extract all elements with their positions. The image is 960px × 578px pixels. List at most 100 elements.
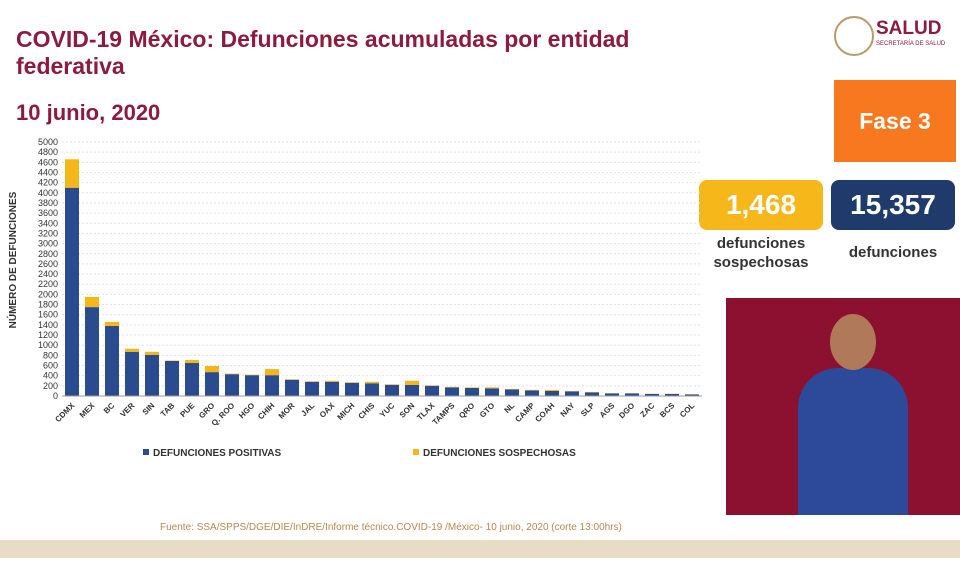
bar-segment <box>605 393 619 396</box>
y-tick-label: 2000 <box>38 289 58 299</box>
bar-segment <box>505 388 519 390</box>
bar-segment <box>125 351 139 396</box>
y-tick-label: 0 <box>53 391 58 401</box>
bar-segment <box>345 382 359 383</box>
phase-box: Fase 3 <box>834 80 956 162</box>
x-tick-label: PUE <box>178 401 196 419</box>
stat-label: defunciones <box>848 244 938 261</box>
bar-segment <box>625 393 639 396</box>
bar-segment <box>365 381 379 384</box>
y-tick-label: 2200 <box>38 279 58 289</box>
bar-segment <box>165 360 179 361</box>
slide-title: COVID-19 México: Defunciones acumuladas … <box>16 26 630 79</box>
x-tick-label: SIN <box>141 401 157 417</box>
bar-segment <box>565 391 579 396</box>
bar-segment <box>385 384 399 396</box>
x-tick-label: CDMX <box>53 401 76 424</box>
y-tick-label: 2800 <box>38 249 58 259</box>
y-tick-label: 3400 <box>38 218 58 228</box>
logo-subtitle: SECRETARÍA DE SALUD <box>876 41 946 47</box>
bar-segment <box>305 381 319 382</box>
x-tick-label: MICH <box>336 401 357 422</box>
legend-label: DEFUNCIONES POSITIVAS <box>153 448 281 459</box>
bar-segment <box>245 374 259 376</box>
bar-segment <box>165 360 179 396</box>
x-tick-label: TAB <box>159 401 177 419</box>
y-tick-label: 5000 <box>38 137 58 147</box>
bar-segment <box>425 385 439 396</box>
bar-segment <box>485 388 499 396</box>
slide-date: 10 junio, 2020 <box>16 100 161 125</box>
bar-segment <box>505 389 519 396</box>
y-tick-label: 3600 <box>38 208 58 218</box>
stat-label: defunciones sospechosas <box>713 235 809 271</box>
y-tick-label: 3800 <box>38 198 58 208</box>
x-tick-label: BCS <box>658 401 677 420</box>
bar-segment <box>265 375 279 396</box>
legend-label: DEFUNCIONES SOSPECHOSAS <box>423 448 576 459</box>
bar-segment <box>485 387 499 389</box>
x-tick-label: CHIH <box>256 401 276 421</box>
bar-segment <box>465 387 479 396</box>
logo-text: SALUD <box>876 18 942 39</box>
bar-segment <box>405 380 419 385</box>
x-tick-label: BC <box>102 401 117 416</box>
bar-segment <box>565 390 579 392</box>
stat-value: 15,357 <box>831 180 955 230</box>
bar-segment <box>585 392 599 396</box>
x-tick-label: CAMP <box>513 401 536 424</box>
x-tick-label: TAMPS <box>431 401 457 427</box>
bar-segment <box>645 393 659 396</box>
x-tick-label: NL <box>503 401 517 415</box>
y-tick-label: 3000 <box>38 239 58 249</box>
bar-segment <box>105 325 119 396</box>
legend-swatch <box>143 449 149 455</box>
stat-value: 1,468 <box>699 180 823 230</box>
bar-segment <box>445 386 459 388</box>
bar-segment <box>185 362 199 396</box>
bar-segment <box>405 384 419 396</box>
bar-segment <box>225 373 239 375</box>
bar-segment <box>205 372 219 396</box>
bar-segment <box>525 389 539 391</box>
bar-segment <box>205 366 219 373</box>
bar-segment <box>545 389 559 391</box>
chart: NÚMERO DE DEFUNCIONES 020040060080010001… <box>6 137 702 459</box>
bar-segment <box>265 369 279 376</box>
footer-band <box>0 540 960 558</box>
bar-segment <box>105 321 119 326</box>
x-tick-label: HGO <box>237 401 256 420</box>
x-tick-label: NAY <box>559 401 577 419</box>
y-tick-label: 400 <box>43 371 58 381</box>
x-tick-label: ZAC <box>638 401 656 419</box>
x-tick-label: SON <box>398 401 417 420</box>
y-tick-label: 4800 <box>38 147 58 157</box>
y-tick-label: 2400 <box>38 269 58 279</box>
interpreter-video <box>726 298 960 515</box>
x-tick-label: SLP <box>579 401 597 419</box>
y-tick-label: 800 <box>43 350 58 360</box>
y-tick-label: 600 <box>43 361 58 371</box>
x-tick-label: COL <box>678 401 696 419</box>
bar-segment <box>525 390 539 396</box>
bar-segment <box>325 380 339 382</box>
y-tick-label: 4400 <box>38 167 58 177</box>
bar-segment <box>445 387 459 396</box>
interpreter-figure <box>798 368 908 515</box>
x-tick-label: MEX <box>78 401 97 420</box>
x-tick-label: AGS <box>598 401 617 420</box>
x-tick-label: GTO <box>478 401 497 420</box>
interpreter-head <box>830 314 876 370</box>
bar-segment <box>685 394 699 396</box>
y-tick-label: 2600 <box>38 259 58 269</box>
x-tick-label: YUC <box>378 401 396 419</box>
y-tick-label: 4600 <box>38 157 58 167</box>
x-tick-label: JAL <box>299 401 316 418</box>
y-axis-title: NÚMERO DE DEFUNCIONES <box>6 191 19 328</box>
bar-segment <box>285 379 299 380</box>
x-tick-label: VER <box>118 401 136 419</box>
bar-segment <box>325 381 339 396</box>
bar-segment <box>665 393 679 396</box>
bar-segment <box>65 187 79 396</box>
